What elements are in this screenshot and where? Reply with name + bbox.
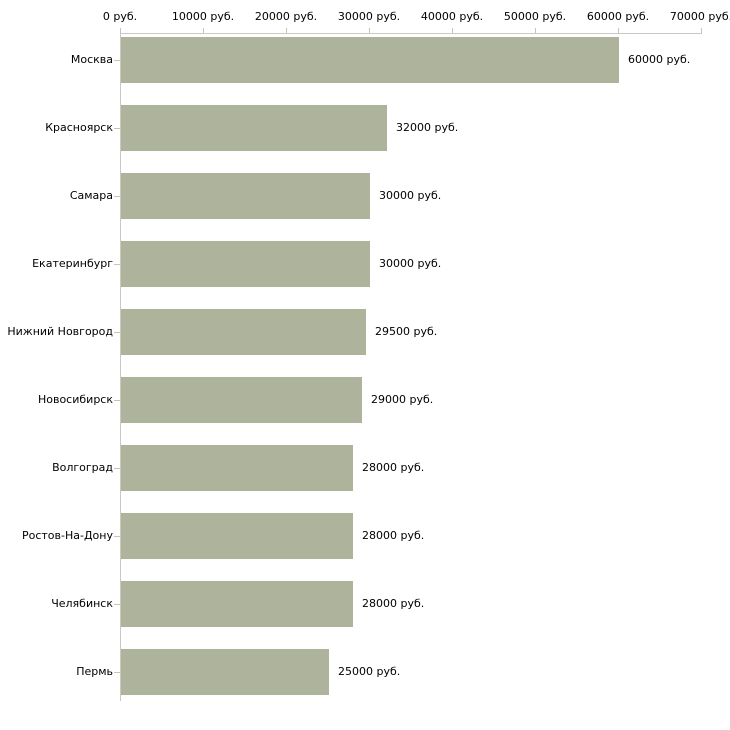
value-label: 30000 руб. — [379, 189, 442, 202]
value-label: 25000 руб. — [338, 665, 401, 678]
bar — [121, 37, 619, 83]
value-label: 28000 руб. — [362, 461, 425, 474]
bar — [121, 445, 353, 491]
bar — [121, 105, 387, 151]
y-tick-mark — [114, 60, 120, 61]
x-tick-mark — [452, 28, 453, 33]
bar — [121, 581, 353, 627]
x-tick-label: 20000 руб. — [254, 10, 318, 23]
x-tick-mark — [535, 28, 536, 33]
category-label: Волгоград — [52, 461, 113, 474]
x-tick-label: 40000 руб. — [420, 10, 484, 23]
x-tick-mark — [120, 28, 121, 33]
y-tick-mark — [114, 536, 120, 537]
value-label: 60000 руб. — [628, 53, 691, 66]
category-label: Пермь — [76, 665, 113, 678]
category-label: Екатеринбург — [32, 257, 113, 270]
x-tick-label: 60000 руб. — [586, 10, 650, 23]
value-label: 28000 руб. — [362, 529, 425, 542]
category-label: Нижний Новгород — [7, 325, 113, 338]
bar — [121, 649, 329, 695]
bar — [121, 377, 362, 423]
y-tick-mark — [114, 264, 120, 265]
x-tick-mark — [286, 28, 287, 33]
x-tick-label: 30000 руб. — [337, 10, 401, 23]
y-tick-mark — [114, 332, 120, 333]
x-tick-label: 70000 руб. — [669, 10, 730, 23]
category-label: Москва — [70, 53, 113, 66]
value-label: 29000 руб. — [371, 393, 434, 406]
value-label: 29500 руб. — [375, 325, 438, 338]
bar — [121, 513, 353, 559]
x-tick-label: 50000 руб. — [503, 10, 567, 23]
x-tick-mark — [701, 28, 702, 33]
value-label: 32000 руб. — [396, 121, 459, 134]
value-label: 28000 руб. — [362, 597, 425, 610]
x-tick-label: 0 руб. — [102, 10, 138, 23]
y-tick-mark — [114, 196, 120, 197]
category-label: Новосибирск — [37, 393, 113, 406]
y-tick-mark — [114, 468, 120, 469]
bar — [121, 241, 370, 287]
category-label: Самара — [69, 189, 113, 202]
value-label: 30000 руб. — [379, 257, 442, 270]
x-tick-mark — [618, 28, 619, 33]
y-tick-mark — [114, 672, 120, 673]
x-tick-label: 10000 руб. — [171, 10, 235, 23]
category-label: Красноярск — [45, 121, 113, 134]
x-axis-line — [120, 33, 702, 34]
bar — [121, 173, 370, 219]
y-axis-line — [120, 33, 121, 701]
category-label: Ростов-На-Дону — [21, 529, 113, 542]
x-tick-mark — [203, 28, 204, 33]
bar — [121, 309, 366, 355]
y-tick-mark — [114, 604, 120, 605]
y-tick-mark — [114, 128, 120, 129]
category-label: Челябинск — [51, 597, 113, 610]
y-tick-mark — [114, 400, 120, 401]
x-tick-mark — [369, 28, 370, 33]
